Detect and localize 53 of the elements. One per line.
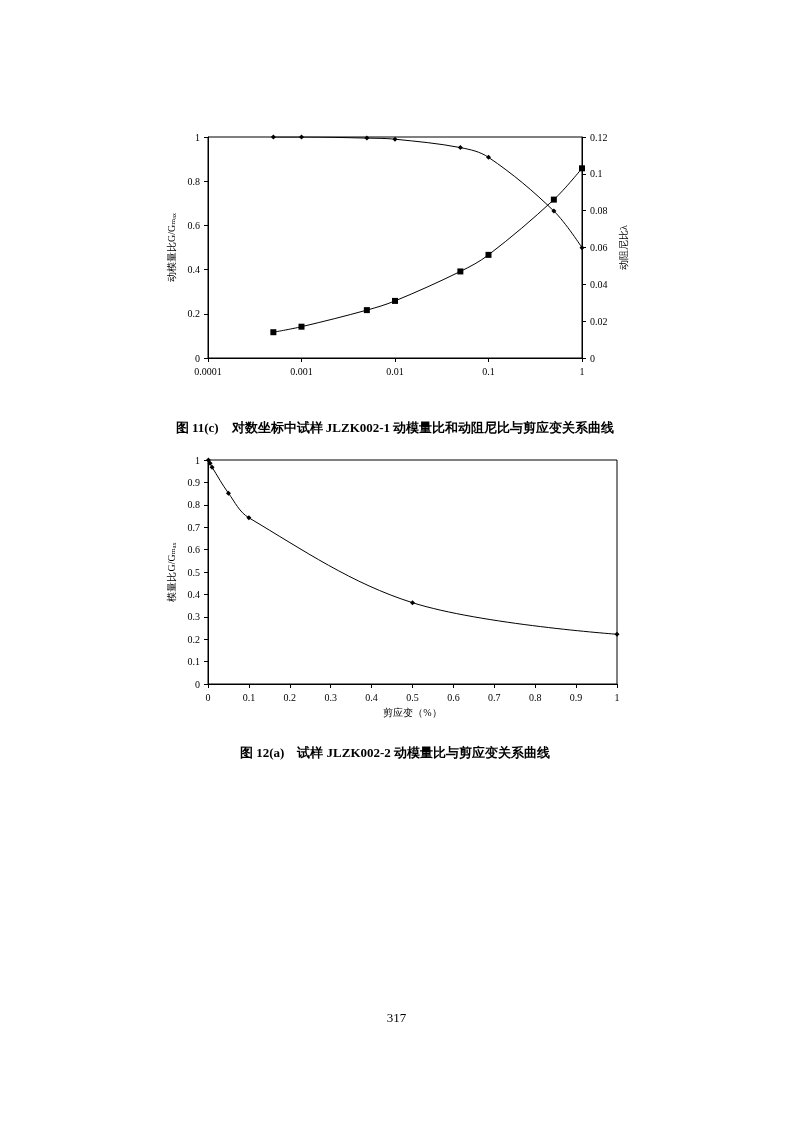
point [209,464,215,470]
x-tick-label: 0.9 [569,691,583,703]
y2-axis-title: 动阻尼比λ [617,224,629,270]
y-tick-label: 0.4 [187,588,200,600]
y-tick-label: 0.8 [187,499,200,511]
y-tick-label: 0 [195,678,200,690]
x-tick-label: 0.1 [242,691,256,703]
x-tick-label: 0.5 [406,691,419,703]
y2-tick-label: 0.12 [590,131,608,143]
text: 图 11(c) 对数坐标中试样 JLZK002-1 动模量比和动阻尼比与剪应变关系曲线 [175,420,615,435]
y-tick-label: 0.3 [187,611,200,623]
y-tick-label: 0.2 [187,633,200,645]
y-tick-label: 0.1 [187,656,200,668]
y-tick-label: 0.4 [187,264,200,276]
point [225,490,231,496]
y2-tick-label: 0.06 [590,242,608,253]
y2-tick-label: 0.04 [590,278,608,290]
point [410,600,415,606]
x-tick-label: 0.001 [290,365,313,377]
y-tick-label: 0.2 [187,308,200,320]
x-tick-label: 0.7 [488,691,501,703]
x-tick-label: 0 [205,691,211,703]
x-tick-label: 0.1 [482,365,495,377]
x-axis-title: 剪应变（%） [383,706,442,718]
y-axis-title: 动模量比G/Gₘₐₓ [166,212,178,282]
x-tick-label: 0.01 [386,365,404,377]
y-tick-label: 0.6 [187,219,200,231]
y-tick-label: 0.5 [187,566,200,578]
y-tick-label: 1 [195,131,200,143]
x-tick-label: 0.0001 [194,365,222,377]
x-tick-label: 1 [614,691,620,703]
x-tick-label: 0.6 [447,691,460,703]
point [246,515,252,521]
y-tick-label: 0.8 [187,175,200,187]
x-tick-label: 0.4 [365,691,378,703]
x-tick-label: 0.8 [528,691,542,703]
y2-tick-label: 0.1 [590,168,603,180]
text: 图 12(a) 试样 JLZK002-2 动模量比与剪应变关系曲线 [239,745,551,760]
y-tick-label: 0.9 [187,476,200,488]
y-tick-label: 0.6 [187,544,200,556]
x-tick-label: 1 [579,365,585,377]
point [207,460,213,466]
x-tick-label: 0.2 [283,691,297,703]
y-axis-title: 模量比G/Gₘₐₓ [166,542,178,602]
y2-tick-label: 0.08 [590,205,608,217]
point [614,631,620,637]
y2-tick-label: 0 [590,352,595,364]
y-tick-label: 1 [195,454,200,466]
text: 317 [385,1010,408,1026]
x-tick-label: 0.3 [324,691,337,703]
y-tick-label: 0 [195,352,200,364]
y-tick-label: 0.7 [187,521,200,533]
y2-tick-label: 0.02 [590,315,608,327]
